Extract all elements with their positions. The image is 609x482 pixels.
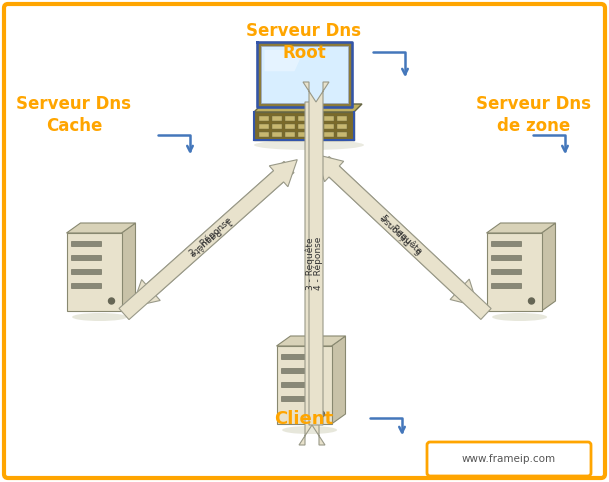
Polygon shape bbox=[316, 154, 491, 320]
FancyBboxPatch shape bbox=[66, 233, 122, 311]
Ellipse shape bbox=[282, 426, 337, 434]
Text: Serveur Dns
Root: Serveur Dns Root bbox=[247, 22, 362, 62]
Polygon shape bbox=[122, 223, 135, 311]
Text: Serveur Dns
Cache: Serveur Dns Cache bbox=[16, 95, 132, 135]
Text: 3 - Requête: 3 - Requête bbox=[305, 237, 315, 290]
Polygon shape bbox=[66, 223, 135, 233]
FancyBboxPatch shape bbox=[324, 124, 334, 129]
FancyBboxPatch shape bbox=[490, 241, 521, 246]
Text: 4 - Réponse: 4 - Réponse bbox=[313, 237, 323, 290]
Polygon shape bbox=[487, 223, 555, 233]
FancyBboxPatch shape bbox=[71, 241, 100, 246]
FancyBboxPatch shape bbox=[487, 233, 541, 311]
FancyBboxPatch shape bbox=[285, 116, 295, 121]
Text: 2 - Réponse: 2 - Réponse bbox=[188, 215, 234, 258]
FancyBboxPatch shape bbox=[490, 255, 521, 260]
Circle shape bbox=[319, 411, 325, 417]
Polygon shape bbox=[264, 50, 304, 71]
Polygon shape bbox=[119, 160, 297, 320]
Circle shape bbox=[529, 298, 535, 304]
FancyBboxPatch shape bbox=[490, 269, 521, 274]
FancyBboxPatch shape bbox=[285, 124, 295, 129]
Polygon shape bbox=[299, 102, 325, 445]
FancyBboxPatch shape bbox=[311, 132, 321, 137]
FancyBboxPatch shape bbox=[324, 116, 334, 121]
FancyBboxPatch shape bbox=[71, 269, 100, 274]
Polygon shape bbox=[541, 223, 555, 311]
FancyBboxPatch shape bbox=[256, 42, 351, 107]
FancyBboxPatch shape bbox=[254, 112, 354, 140]
Polygon shape bbox=[303, 82, 329, 425]
Ellipse shape bbox=[72, 313, 127, 321]
Ellipse shape bbox=[254, 140, 364, 150]
Text: 1 - Requête: 1 - Requête bbox=[188, 216, 233, 258]
FancyBboxPatch shape bbox=[337, 124, 347, 129]
FancyBboxPatch shape bbox=[427, 442, 591, 476]
Polygon shape bbox=[254, 104, 362, 112]
FancyBboxPatch shape bbox=[272, 124, 282, 129]
Circle shape bbox=[108, 298, 114, 304]
FancyBboxPatch shape bbox=[272, 116, 282, 121]
FancyBboxPatch shape bbox=[490, 283, 521, 288]
Polygon shape bbox=[319, 157, 478, 307]
FancyBboxPatch shape bbox=[281, 396, 311, 401]
Ellipse shape bbox=[492, 313, 547, 321]
FancyBboxPatch shape bbox=[71, 283, 100, 288]
FancyBboxPatch shape bbox=[311, 116, 321, 121]
Text: Serveur Dns
de zone: Serveur Dns de zone bbox=[476, 95, 591, 135]
Text: 6 - Réponse: 6 - Réponse bbox=[378, 213, 424, 256]
FancyBboxPatch shape bbox=[337, 132, 347, 137]
Polygon shape bbox=[132, 161, 294, 307]
Polygon shape bbox=[276, 336, 345, 346]
FancyBboxPatch shape bbox=[259, 116, 269, 121]
FancyBboxPatch shape bbox=[272, 132, 282, 137]
Polygon shape bbox=[331, 336, 345, 424]
Text: Client: Client bbox=[275, 410, 334, 428]
FancyBboxPatch shape bbox=[259, 132, 269, 137]
FancyBboxPatch shape bbox=[281, 368, 311, 373]
FancyBboxPatch shape bbox=[298, 132, 308, 137]
FancyBboxPatch shape bbox=[337, 116, 347, 121]
FancyBboxPatch shape bbox=[298, 116, 308, 121]
FancyBboxPatch shape bbox=[281, 354, 311, 359]
FancyBboxPatch shape bbox=[276, 346, 331, 424]
FancyBboxPatch shape bbox=[261, 46, 348, 103]
FancyBboxPatch shape bbox=[71, 255, 100, 260]
Text: www.frameip.com: www.frameip.com bbox=[462, 454, 556, 464]
FancyBboxPatch shape bbox=[311, 124, 321, 129]
Text: 5 - Requête: 5 - Requête bbox=[379, 213, 423, 255]
FancyBboxPatch shape bbox=[281, 382, 311, 387]
FancyBboxPatch shape bbox=[285, 132, 295, 137]
FancyBboxPatch shape bbox=[4, 4, 605, 478]
FancyBboxPatch shape bbox=[324, 132, 334, 137]
FancyBboxPatch shape bbox=[259, 124, 269, 129]
FancyBboxPatch shape bbox=[298, 124, 308, 129]
